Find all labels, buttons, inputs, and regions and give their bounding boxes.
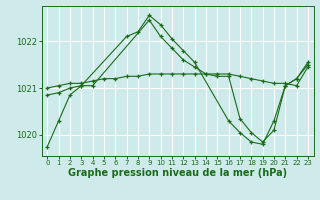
- X-axis label: Graphe pression niveau de la mer (hPa): Graphe pression niveau de la mer (hPa): [68, 168, 287, 178]
